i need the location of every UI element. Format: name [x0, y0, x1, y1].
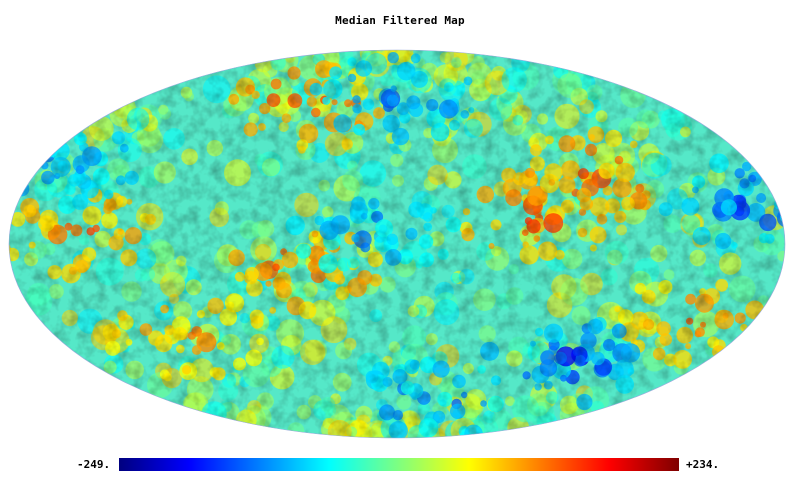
map-outline — [8, 49, 786, 439]
hot-spot — [740, 333, 758, 350]
cold-spot — [9, 184, 20, 200]
colorbar-max-label: +234. — [686, 458, 720, 471]
hot-spot — [725, 349, 733, 356]
cold-spot — [0, 162, 4, 171]
cold-spot — [9, 142, 15, 162]
colorbar-min-label: -249. — [77, 458, 111, 471]
cold-spot — [796, 188, 800, 203]
cold-spot — [774, 177, 785, 190]
cold-spot — [18, 136, 28, 146]
hot-spot — [717, 354, 734, 371]
hot-spot — [729, 350, 740, 362]
cold-spot — [15, 168, 23, 177]
cold-spot — [9, 178, 18, 197]
colorbar — [119, 458, 679, 471]
cold-spot — [32, 136, 51, 155]
hot-spot — [0, 213, 7, 222]
chart-title: Median Filtered Map — [335, 14, 465, 27]
